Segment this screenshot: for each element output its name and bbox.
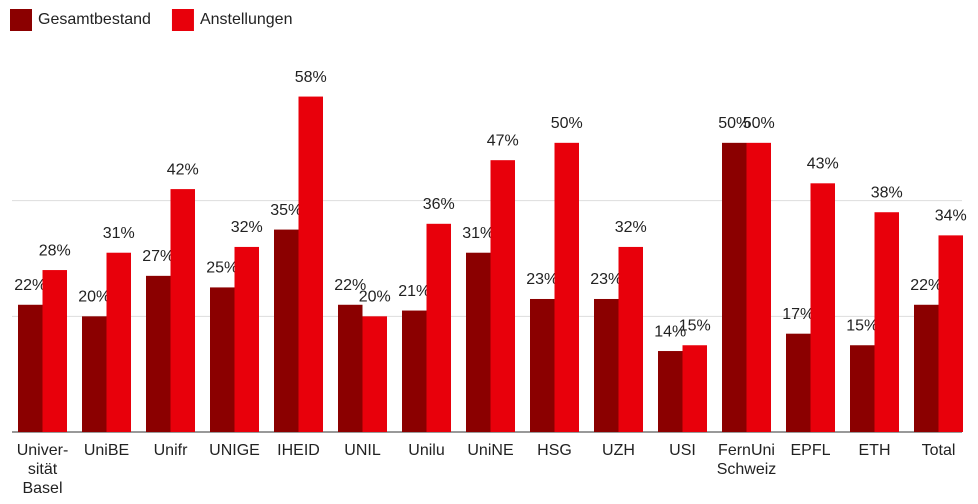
- bar: [618, 246, 643, 432]
- bar: [106, 252, 131, 432]
- data-label: 15%: [846, 317, 878, 334]
- x-tick-label: Unilu: [408, 442, 445, 459]
- data-label: 47%: [487, 132, 519, 149]
- data-label: 21%: [398, 283, 430, 300]
- x-tick-label: UZH: [602, 442, 635, 459]
- x-tick-label: UniNE: [467, 442, 514, 459]
- data-label: 50%: [718, 115, 750, 132]
- x-tick-label: UNIGE: [209, 442, 260, 459]
- data-label: 50%: [743, 115, 775, 132]
- data-label: 50%: [551, 115, 583, 132]
- x-tick-label: Unifr: [153, 442, 188, 459]
- data-label: 20%: [359, 289, 391, 306]
- bar: [402, 310, 427, 432]
- x-tick-label: ETH: [858, 442, 891, 459]
- x-tick-label: HSG: [537, 442, 572, 459]
- data-label: 20%: [78, 289, 110, 306]
- x-tick-label: UNIL: [344, 442, 381, 459]
- bar: [362, 316, 387, 432]
- data-label: 42%: [167, 161, 199, 178]
- data-label: 36%: [423, 196, 455, 213]
- bar: [786, 333, 811, 432]
- bar: [938, 235, 963, 432]
- data-label: 25%: [206, 260, 238, 277]
- bar: [490, 160, 515, 432]
- bar: [682, 345, 707, 432]
- data-label: 58%: [295, 69, 327, 86]
- legend-swatch: [171, 9, 194, 31]
- data-label: 31%: [462, 225, 494, 242]
- data-label: 43%: [807, 156, 839, 173]
- bar: [530, 298, 555, 432]
- bar: [146, 275, 171, 432]
- data-label: 32%: [231, 219, 263, 236]
- bar: [274, 229, 299, 432]
- data-label: 17%: [782, 306, 814, 323]
- bar: [594, 298, 619, 432]
- bar: [210, 287, 235, 432]
- bar: [746, 142, 771, 433]
- x-tick-label: FernUni Schweiz: [716, 442, 777, 478]
- bar: [914, 304, 939, 432]
- data-label: 23%: [526, 271, 558, 288]
- x-tick-label: Univer- sität Basel: [16, 442, 69, 497]
- bar: [850, 345, 875, 432]
- bar: [554, 142, 579, 433]
- bar: [810, 183, 835, 432]
- data-label: 22%: [14, 277, 46, 294]
- x-tick-label: Total: [921, 442, 956, 459]
- bar: [874, 212, 899, 432]
- bar: [18, 304, 43, 432]
- legend-label: Gesamtbestand: [38, 11, 151, 28]
- x-tick-label: USI: [669, 442, 696, 459]
- bar: [234, 246, 259, 432]
- data-label: 23%: [590, 271, 622, 288]
- legend-swatch: [10, 9, 32, 31]
- data-label: 38%: [871, 184, 903, 201]
- x-tick-label: UniBE: [83, 442, 130, 459]
- bar: [426, 223, 451, 432]
- bar: [42, 270, 67, 432]
- data-label: 32%: [615, 219, 647, 236]
- data-label: 35%: [270, 202, 302, 219]
- x-tick-label: IHEID: [277, 442, 320, 459]
- data-label: 27%: [142, 248, 174, 265]
- data-label: 31%: [103, 225, 135, 242]
- bar: [722, 142, 747, 433]
- data-label: 28%: [39, 242, 71, 259]
- data-label: 34%: [935, 208, 967, 225]
- bar: [658, 351, 683, 432]
- x-tick-label: EPFL: [790, 442, 831, 459]
- bar: [466, 252, 491, 432]
- data-label: 14%: [654, 323, 686, 340]
- bar: [170, 189, 195, 432]
- data-label: 15%: [679, 317, 711, 334]
- bar: [298, 96, 323, 433]
- data-label: 22%: [910, 277, 942, 294]
- bar: [338, 304, 363, 432]
- data-label: 22%: [334, 277, 366, 294]
- legend-label: Anstellungen: [200, 11, 293, 28]
- bar: [82, 316, 107, 432]
